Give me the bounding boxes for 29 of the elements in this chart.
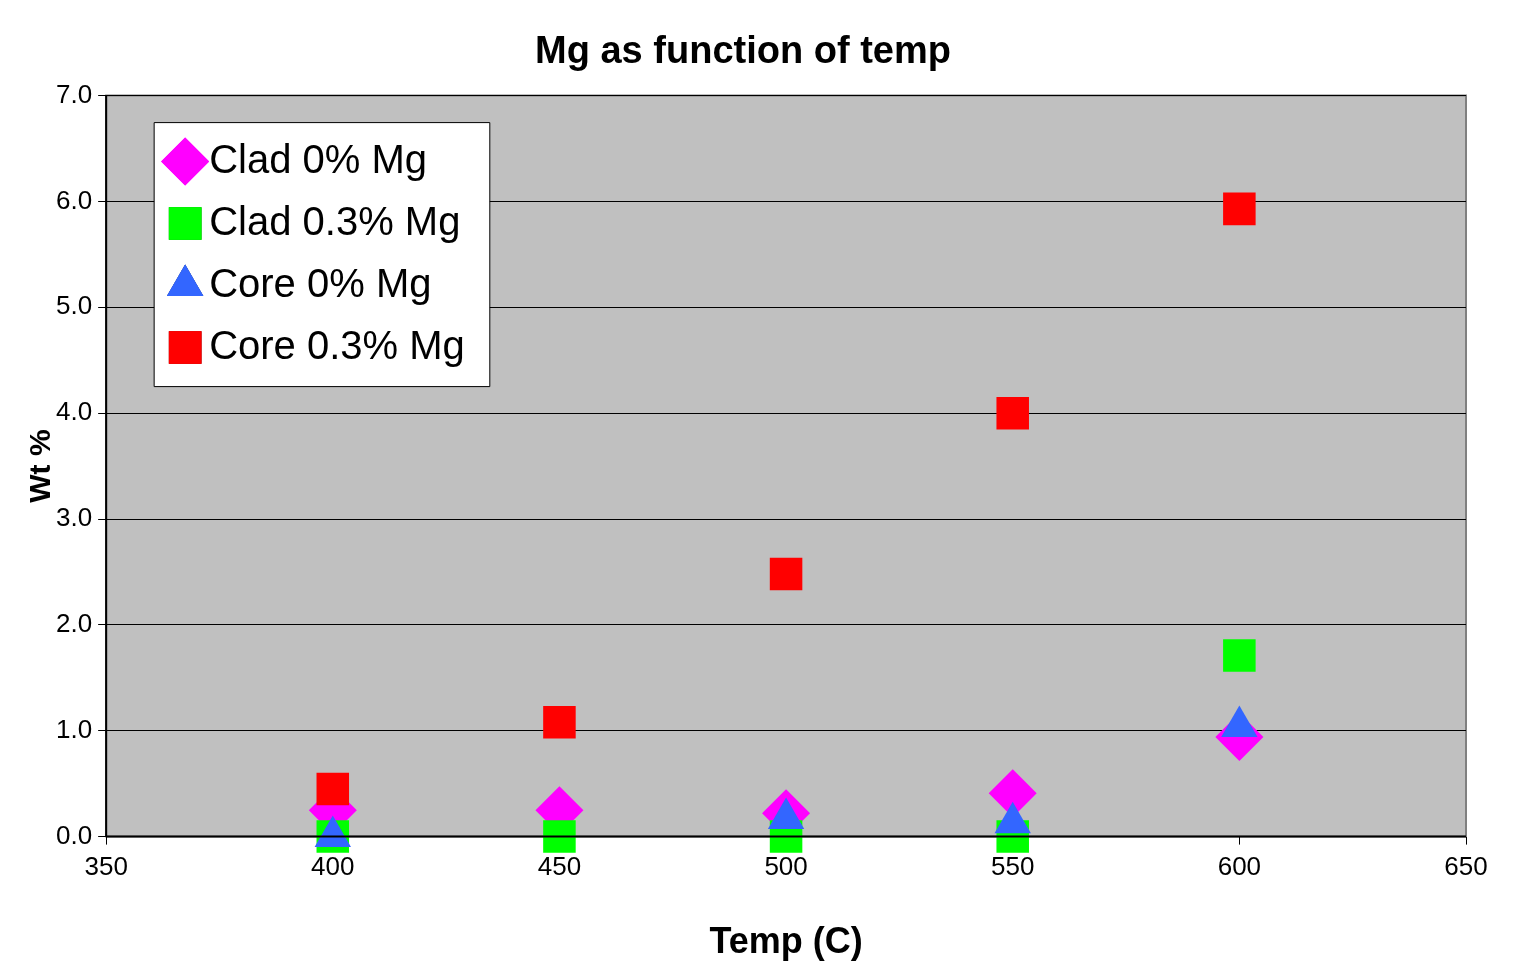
- x-tick-label: 400: [311, 851, 355, 882]
- legend-label: Clad 0% Mg: [209, 136, 428, 181]
- legend-label: Core 0.3% Mg: [209, 322, 465, 367]
- x-tick-label: 500: [764, 851, 808, 882]
- x-tick-label: 350: [84, 851, 128, 882]
- point: [543, 706, 576, 739]
- point: [996, 396, 1029, 430]
- x-tick-label: 600: [1217, 851, 1262, 882]
- y-tick-label: 4.0: [55, 396, 93, 427]
- x-axis-title: Temp (C): [709, 920, 863, 962]
- y-tick-label: 0.0: [55, 819, 93, 850]
- point: [543, 820, 576, 853]
- y-tick-label: 1.0: [55, 713, 93, 744]
- y-tick-label: 7.0: [55, 78, 93, 109]
- y-tick-label: 6.0: [55, 184, 93, 215]
- y-axis-title: Wt %: [23, 429, 57, 503]
- x-tick-label: 550: [991, 851, 1035, 882]
- point: [1223, 639, 1256, 672]
- point: [316, 772, 350, 806]
- y-tick-label: 5.0: [55, 290, 93, 321]
- x-tick-label: 450: [537, 851, 582, 882]
- y-tick-label: 2.0: [55, 608, 93, 639]
- x-tick-label: 650: [1444, 851, 1488, 882]
- point: [1223, 192, 1256, 226]
- chart-title: Mg as function of temp: [535, 29, 951, 72]
- legend-label: Clad 0.3% Mg: [209, 198, 461, 243]
- legend-label: Core 0% Mg: [209, 260, 432, 305]
- point: [769, 557, 803, 591]
- y-tick-label: 3.0: [55, 502, 93, 533]
